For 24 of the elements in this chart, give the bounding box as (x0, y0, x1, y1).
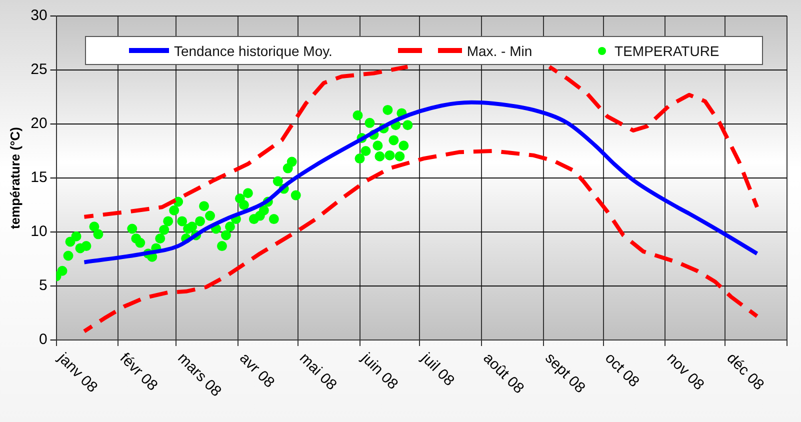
x-tick-label: sept 08 (542, 350, 588, 397)
line-series (82, 100, 760, 264)
y-tick-label: 5 (38, 277, 48, 294)
y-tick-label: 20 (30, 115, 48, 132)
legend-label: Max. - Min (466, 42, 532, 58)
y-tick-label: 25 (30, 61, 48, 78)
x-tick-label: janv 08 (54, 349, 101, 396)
x-tick-label: mai 08 (296, 350, 340, 394)
y-tick-label: 30 (30, 7, 48, 24)
x-tick-label: févr 08 (116, 350, 161, 394)
x-tick-label: juin 08 (357, 349, 402, 394)
legend-label: Tendance historique Moy. (174, 42, 332, 58)
y-axis-title: température (°C) (7, 127, 22, 229)
line-series (82, 149, 760, 334)
x-tick-label: juil 08 (417, 349, 458, 390)
x-tick-label: oct 08 (602, 350, 642, 391)
y-tick-label: 0 (38, 331, 48, 348)
x-tick-label: déc 08 (723, 350, 768, 394)
x-tick-label: nov 08 (663, 350, 708, 394)
y-tick-label: 15 (30, 169, 48, 186)
x-tick-label: avr 08 (236, 350, 278, 392)
y-tick-label: 10 (30, 223, 48, 240)
legend-label: TEMPERATURE (614, 42, 720, 58)
x-tick-label: août 08 (480, 350, 528, 398)
